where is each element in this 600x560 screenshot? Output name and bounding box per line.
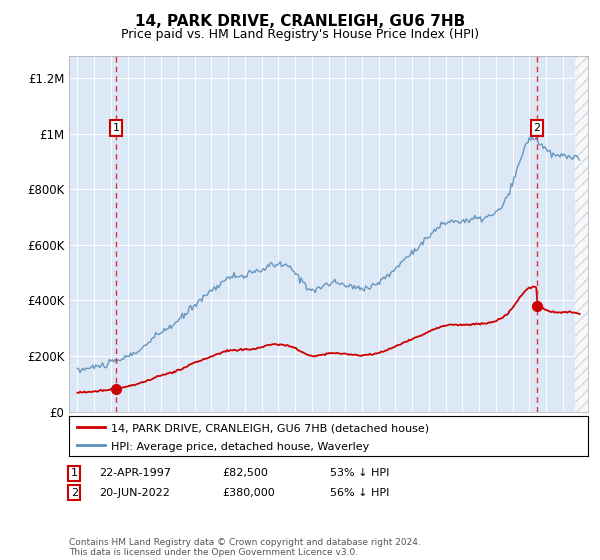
Text: 1: 1: [71, 468, 78, 478]
Text: £82,500: £82,500: [222, 468, 268, 478]
Bar: [575, 56, 588, 412]
Text: Contains HM Land Registry data © Crown copyright and database right 2024.
This d: Contains HM Land Registry data © Crown c…: [69, 538, 421, 557]
Text: 20-JUN-2022: 20-JUN-2022: [99, 488, 170, 498]
Text: 2: 2: [533, 123, 541, 133]
Text: 14, PARK DRIVE, CRANLEIGH, GU6 7HB (detached house): 14, PARK DRIVE, CRANLEIGH, GU6 7HB (deta…: [110, 424, 428, 434]
Text: 1: 1: [113, 123, 119, 133]
Text: Price paid vs. HM Land Registry's House Price Index (HPI): Price paid vs. HM Land Registry's House …: [121, 28, 479, 41]
Text: 22-APR-1997: 22-APR-1997: [99, 468, 171, 478]
Text: HPI: Average price, detached house, Waverley: HPI: Average price, detached house, Wave…: [110, 442, 369, 452]
Text: 53% ↓ HPI: 53% ↓ HPI: [330, 468, 389, 478]
Bar: [575, 56, 588, 412]
Text: 56% ↓ HPI: 56% ↓ HPI: [330, 488, 389, 498]
Text: £380,000: £380,000: [222, 488, 275, 498]
Text: 2: 2: [71, 488, 78, 498]
Text: 14, PARK DRIVE, CRANLEIGH, GU6 7HB: 14, PARK DRIVE, CRANLEIGH, GU6 7HB: [135, 14, 465, 29]
